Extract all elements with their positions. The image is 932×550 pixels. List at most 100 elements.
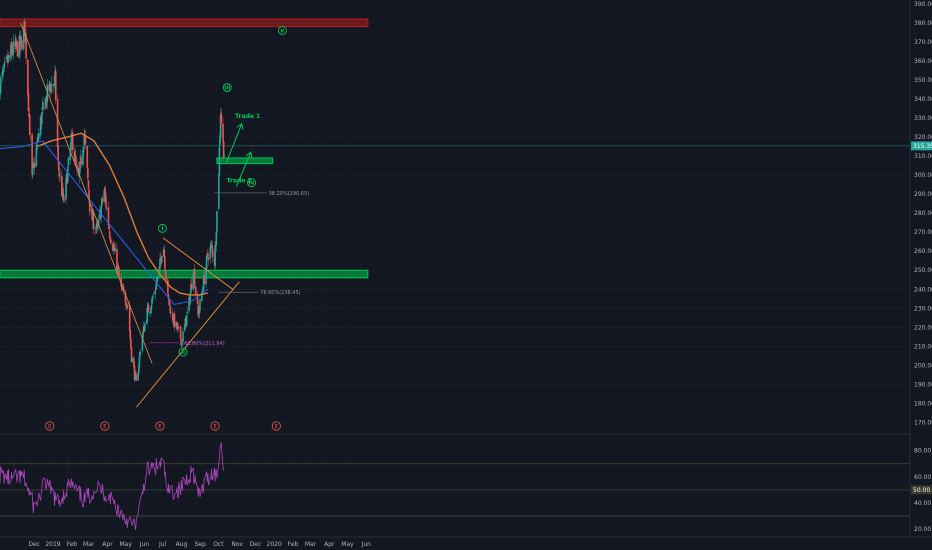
candle-body bbox=[63, 198, 66, 201]
candle-body bbox=[19, 37, 22, 45]
price-tick-label: 230.00 bbox=[914, 305, 932, 312]
time-tick-label: Feb bbox=[288, 541, 299, 548]
candle-body bbox=[202, 290, 204, 292]
candle-body bbox=[203, 275, 206, 284]
time-tick-label: May bbox=[119, 541, 132, 548]
candle-body bbox=[58, 172, 61, 177]
candle-body bbox=[139, 351, 142, 353]
candle-body bbox=[167, 279, 169, 294]
candle-body bbox=[74, 155, 77, 163]
candle-body bbox=[67, 166, 69, 182]
candle-body bbox=[92, 213, 95, 230]
candle-body bbox=[118, 274, 121, 276]
candle-body bbox=[83, 133, 86, 145]
current-price-label: 315.35 bbox=[913, 143, 932, 150]
candle-body bbox=[27, 59, 29, 95]
time-tick-label: Jun bbox=[139, 541, 150, 548]
candle-body bbox=[168, 299, 170, 305]
candle-body bbox=[133, 358, 135, 368]
candle-body bbox=[108, 231, 111, 238]
overlays bbox=[0, 22, 910, 408]
time-tick-label: Jun bbox=[361, 541, 372, 548]
candle-body bbox=[150, 304, 153, 309]
candle-body bbox=[24, 21, 26, 35]
fib-level-label: 78.60%(238.45) bbox=[260, 290, 301, 296]
rsi-tick-label: 40.00 bbox=[914, 500, 931, 507]
candle-body bbox=[113, 244, 115, 251]
candle-body bbox=[31, 134, 33, 175]
candle-body bbox=[173, 313, 176, 328]
rsi-level-badge-label: 50.00 bbox=[913, 487, 930, 494]
candle-body bbox=[46, 84, 49, 103]
candle-body bbox=[131, 357, 133, 363]
candle-body bbox=[39, 117, 42, 136]
candle-body bbox=[84, 135, 87, 145]
candle-body bbox=[2, 69, 5, 72]
candle-body bbox=[16, 42, 19, 57]
candle-body bbox=[220, 112, 222, 123]
candle-body bbox=[7, 55, 10, 61]
candle-body bbox=[62, 197, 65, 200]
rsi-panel bbox=[0, 433, 910, 531]
candle-body bbox=[86, 145, 89, 168]
wave-label-circle bbox=[277, 25, 287, 35]
candle-body bbox=[147, 304, 150, 313]
candle-body bbox=[139, 351, 141, 357]
candle-body bbox=[137, 365, 140, 374]
candle-body bbox=[42, 102, 44, 110]
candle-body bbox=[211, 245, 213, 249]
candle-body bbox=[192, 273, 195, 290]
candle-body bbox=[194, 286, 197, 295]
fib-level-label: 38.20%(290.65) bbox=[269, 191, 310, 197]
candle-body bbox=[161, 256, 163, 262]
zone-support bbox=[216, 157, 274, 165]
candle-body bbox=[200, 292, 203, 301]
candle-body bbox=[163, 249, 166, 257]
time-tick-label: Nov bbox=[231, 541, 243, 548]
time-tick-label: Apr bbox=[102, 541, 113, 548]
candle-body bbox=[100, 206, 103, 218]
time-tick-label: Feb bbox=[66, 541, 77, 548]
candle-body bbox=[61, 175, 63, 196]
candle-body bbox=[151, 297, 154, 299]
candle-body bbox=[109, 236, 112, 241]
price-tick-label: 210.00 bbox=[914, 343, 932, 350]
candle-body bbox=[210, 245, 212, 249]
candle-body bbox=[219, 134, 221, 146]
candle-body bbox=[156, 281, 158, 283]
candle-body bbox=[37, 133, 40, 140]
candle-body bbox=[104, 191, 107, 198]
trade-arrow bbox=[226, 123, 243, 162]
candle-body bbox=[87, 180, 90, 190]
candle-body bbox=[67, 157, 70, 167]
price-tick-label: 250.00 bbox=[914, 267, 932, 274]
earnings-event-label: E bbox=[48, 424, 51, 430]
price-tick-label: 330.00 bbox=[914, 115, 932, 122]
grid bbox=[0, 3, 910, 423]
candle-body bbox=[25, 33, 27, 59]
price-tick-label: 170.00 bbox=[914, 419, 932, 426]
candle-body bbox=[130, 338, 132, 349]
earnings-event-marker bbox=[45, 421, 55, 431]
candle-body bbox=[193, 268, 196, 286]
candle-body bbox=[148, 312, 150, 314]
annotations: 38.20%(290.65) 78.60%(238.45) 61.80%(211.8… bbox=[45, 25, 310, 431]
candle-body bbox=[120, 277, 122, 287]
candle-body bbox=[189, 292, 192, 304]
time-tick-label: Oct bbox=[213, 541, 224, 548]
candle-body bbox=[219, 114, 222, 138]
candle-body bbox=[205, 256, 208, 269]
candle-body bbox=[164, 256, 166, 269]
candle-body bbox=[10, 42, 13, 48]
current-price-badge bbox=[911, 141, 932, 151]
candle-body bbox=[207, 257, 210, 260]
candle-body bbox=[177, 326, 180, 328]
candle-body bbox=[87, 168, 89, 179]
time-tick-label: May bbox=[341, 541, 354, 548]
candle-body bbox=[117, 266, 120, 275]
candle-body bbox=[114, 248, 116, 252]
candle-body bbox=[197, 314, 200, 316]
candle-body bbox=[6, 56, 9, 58]
candle-body bbox=[49, 83, 52, 87]
